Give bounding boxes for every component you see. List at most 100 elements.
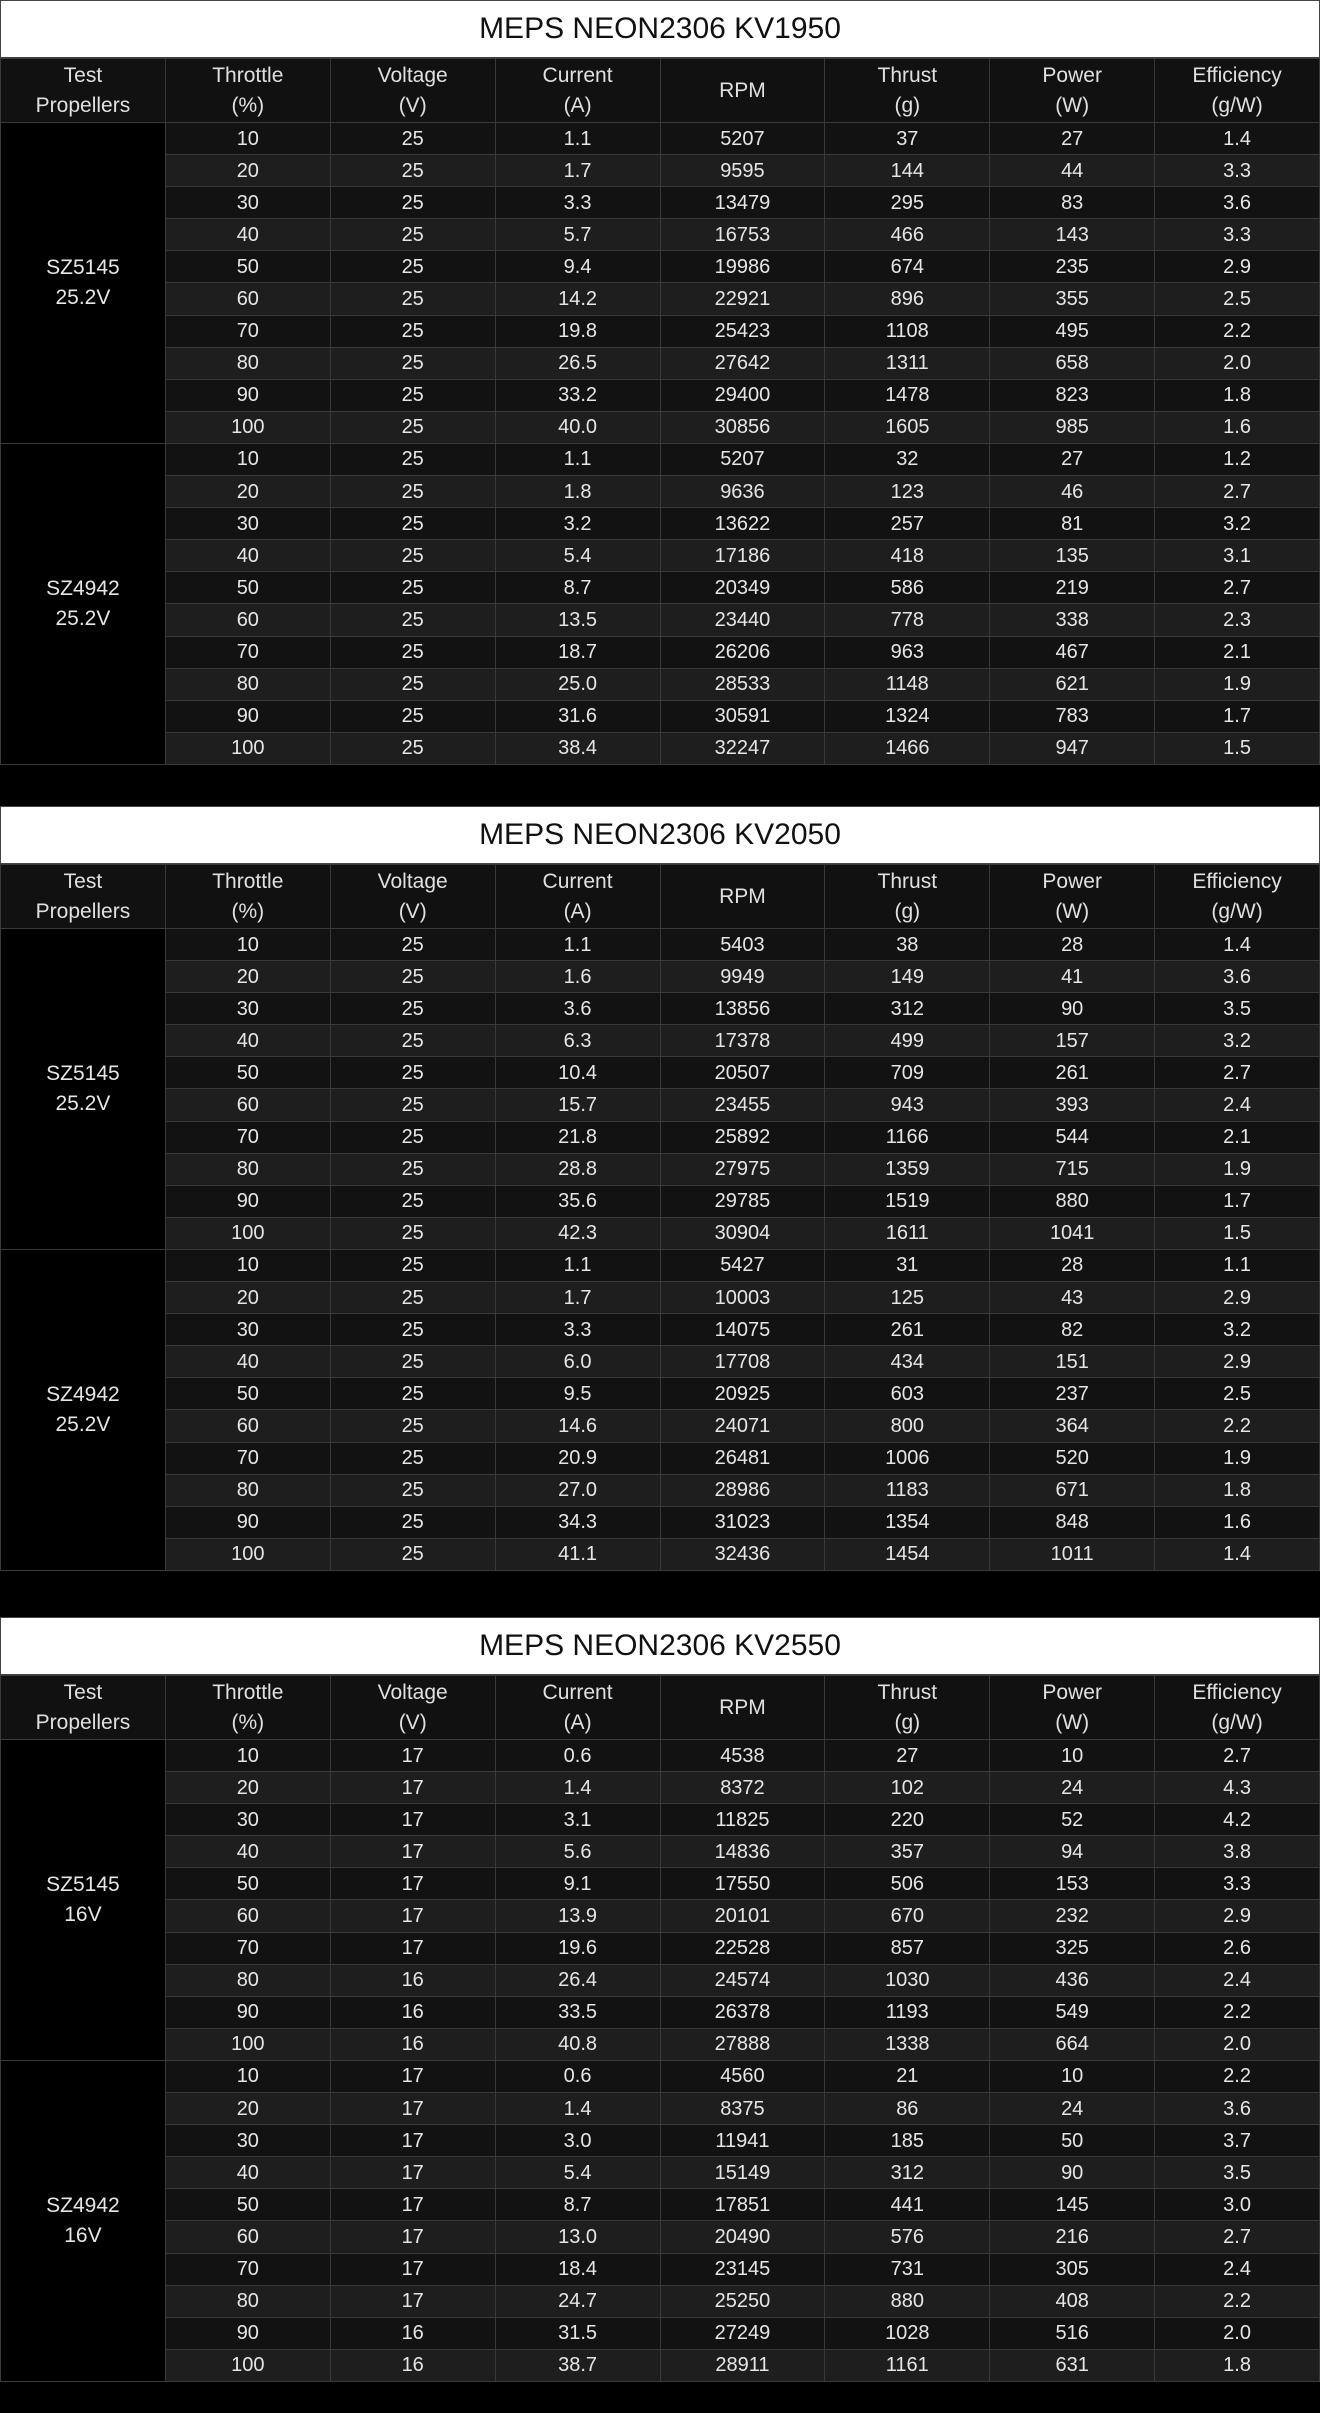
table-cell: 576 — [824, 2220, 991, 2254]
propeller-voltage: 25.2V — [55, 285, 111, 309]
table-cell: 50 — [164, 1377, 331, 1411]
table-cell: 25 — [329, 507, 496, 541]
table-cell: 3.6 — [1154, 186, 1320, 220]
table-cell: 16 — [329, 2027, 496, 2061]
table-cell: 947 — [989, 731, 1156, 765]
table-cell: 28.8 — [494, 1152, 661, 1186]
table-cell: 10 — [164, 1738, 331, 1773]
table-cell: 70 — [164, 314, 331, 348]
table-cell: 3.1 — [494, 1803, 661, 1837]
table-cell: 441 — [824, 2188, 991, 2222]
table-cell: 100 — [164, 1537, 331, 1571]
table-cell: 235 — [989, 250, 1156, 284]
table-row: 30 25 3.2 13622 257 81 3.2 — [1, 507, 1320, 541]
column-header-unit: (g) — [894, 899, 921, 923]
table-cell: 17 — [329, 2092, 496, 2126]
table-cell: 4.2 — [1154, 1803, 1320, 1837]
table-cell: 1.8 — [1154, 378, 1320, 412]
table-cell: 516 — [989, 2316, 1156, 2350]
table-cell: 153 — [989, 1867, 1156, 1901]
table-cell: 1.8 — [494, 475, 661, 509]
table-cell: 25.0 — [494, 667, 661, 701]
table-cell: 102 — [824, 1771, 991, 1805]
table-cell: 35.6 — [494, 1184, 661, 1218]
table-cell: 1359 — [824, 1152, 991, 1186]
table-cell: 1.1 — [494, 442, 661, 477]
table-cell: 25 — [329, 1152, 496, 1186]
table-cell: 24574 — [659, 1963, 826, 1997]
column-header: Voltage (V) — [329, 1675, 496, 1740]
table-cell: 10 — [164, 2059, 331, 2094]
table-row: 50 25 10.4 20507 709 261 2.7 — [1, 1056, 1320, 1090]
column-header-label: Thrust — [877, 1680, 938, 1704]
table-cell: 2.7 — [1154, 571, 1320, 605]
table-cell: 60 — [164, 1088, 331, 1122]
table-cell: 41.1 — [494, 1537, 661, 1571]
table-cell: 10 — [164, 1248, 331, 1283]
table-cell: 10 — [989, 2059, 1156, 2094]
table-cell: 90 — [164, 378, 331, 412]
table-cell: 135 — [989, 539, 1156, 573]
table-cell: 81 — [989, 507, 1156, 541]
column-header-unit: (%) — [231, 93, 265, 117]
table-row: 20 25 1.8 9636 123 46 2.7 — [1, 475, 1320, 509]
column-header: Test Propellers — [0, 864, 166, 929]
table-cell: 17 — [329, 1738, 496, 1773]
table-cell: 9949 — [659, 960, 826, 994]
column-header-unit: (g/W) — [1211, 899, 1263, 923]
table-cell: 9.1 — [494, 1867, 661, 1901]
table-cell: 90 — [989, 2156, 1156, 2190]
table-header: Test Propellers Throttle (%) Voltage (V) Curre… — [0, 1675, 1320, 1740]
table-row: SZ4942 25.2V 10 25 1.1 5427 31 28 1.1 — [0, 1248, 1320, 1571]
table-cell: 31 — [824, 1248, 991, 1283]
propeller-voltage: 25.2V — [55, 1091, 111, 1115]
table-cell: 25 — [329, 1088, 496, 1122]
propeller-model: SZ4942 — [46, 1382, 120, 1406]
table-cell: 17186 — [659, 539, 826, 573]
table-cell: 17378 — [659, 1024, 826, 1058]
table-row: 100 25 41.1 32436 1454 1011 1.4 — [1, 1537, 1320, 1571]
table-cell: 9595 — [659, 154, 826, 188]
table-cell: 25 — [329, 1537, 496, 1571]
propeller-voltage: 16V — [64, 2223, 102, 2247]
table-cell: 25 — [329, 218, 496, 252]
table-cell: 52 — [989, 1803, 1156, 1837]
column-header-label: Throttle — [212, 1680, 284, 1704]
table-cell: 40 — [164, 1024, 331, 1058]
table-cell: 544 — [989, 1120, 1156, 1154]
table-row: 20 17 1.4 8372 102 24 4.3 — [1, 1771, 1320, 1805]
table-cell: 1.7 — [1154, 1184, 1320, 1218]
table-cell: 5.4 — [494, 539, 661, 573]
column-header-unit: (A) — [563, 1710, 592, 1734]
table-cell: 778 — [824, 603, 991, 637]
table-cell: 25 — [329, 314, 496, 348]
table-cell: 20101 — [659, 1899, 826, 1933]
table-cell: 670 — [824, 1899, 991, 1933]
table-cell: 11941 — [659, 2124, 826, 2158]
table-cell: 3.3 — [1154, 154, 1320, 188]
table-cell: 90 — [164, 1184, 331, 1218]
table-cell: 18.4 — [494, 2252, 661, 2286]
table-cell: 13.0 — [494, 2220, 661, 2254]
column-header-unit: (%) — [231, 1710, 265, 1734]
table-cell: 2.0 — [1154, 2316, 1320, 2350]
table-cell: 408 — [989, 2284, 1156, 2318]
table-cell: 2.0 — [1154, 346, 1320, 380]
table-cell: 1354 — [824, 1505, 991, 1539]
table-cell: 17 — [329, 2220, 496, 2254]
table-cell: 29400 — [659, 378, 826, 412]
table-cell: 506 — [824, 1867, 991, 1901]
column-header-unit: (W) — [1055, 1710, 1090, 1734]
table-cell: 46 — [989, 475, 1156, 509]
table-cell: 30904 — [659, 1216, 826, 1250]
table-row: 100 25 40.0 30856 1605 985 1.6 — [1, 410, 1320, 444]
table-cell: 25 — [329, 1441, 496, 1475]
table-cell: 10 — [164, 121, 331, 156]
table-cell: 3.6 — [1154, 2092, 1320, 2126]
propeller-model: SZ4942 — [46, 576, 120, 600]
table-cell: 38.4 — [494, 731, 661, 765]
table-cell: 1166 — [824, 1120, 991, 1154]
table-cell: 631 — [989, 2348, 1156, 2382]
table-cell: 25 — [329, 1184, 496, 1218]
table-cell: 29785 — [659, 1184, 826, 1218]
